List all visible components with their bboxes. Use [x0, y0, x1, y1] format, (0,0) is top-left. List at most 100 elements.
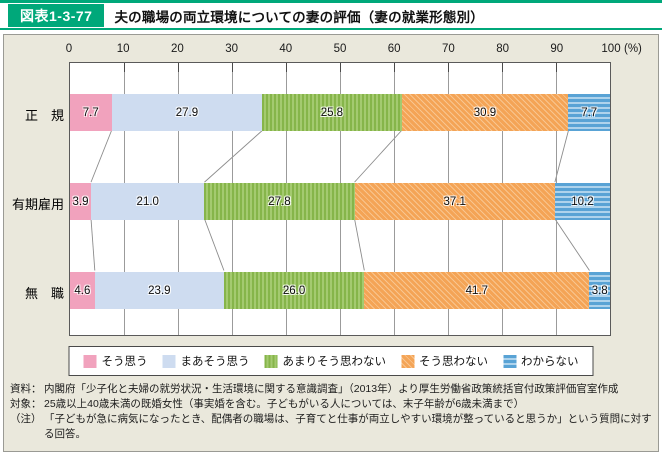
legend-marker: [264, 354, 278, 368]
axis-tick-label: 50: [333, 43, 347, 55]
legend-marker: [503, 354, 516, 368]
bar-segment: 7.7: [568, 94, 610, 131]
note-remark-label: （注）: [10, 413, 42, 425]
bar-value-label: 37.1: [443, 195, 466, 208]
plot-area: 7.7 27.9 25.8 30.9 7.7 3.9 21.0 27.8 37.1 10.2 4.6…: [69, 62, 611, 336]
connector-line: [90, 218, 96, 271]
note-source-text: 内閣府「少子化と夫婦の就労状況・生活環境に関する意識調査」（2013年）より厚生…: [44, 383, 619, 395]
figure-title: 夫の職場の両立環境についての妻の評価（妻の就業形態別）: [114, 9, 484, 25]
axis-tick-label: 40: [279, 43, 293, 55]
axis-tick: [556, 63, 557, 72]
note-source-label: 資料：: [10, 383, 42, 395]
bar-segment: 10.2: [554, 183, 610, 220]
legend: そう思う まあそう思う あまりそう思わない そう思わない わからない: [68, 346, 594, 376]
connector-line: [554, 130, 569, 183]
axis-tick-label: 70: [441, 43, 455, 55]
legend-label: そう思う: [101, 356, 148, 368]
segment-connector-lines: [90, 130, 590, 271]
connector-line: [204, 218, 225, 271]
bar-segment: 3.8: [589, 272, 610, 309]
legend-marker: [162, 354, 176, 368]
axis-tick: [448, 63, 449, 72]
legend-marker: [401, 354, 414, 368]
category-label: 有期雇用: [11, 196, 64, 212]
note-target-text: 25歳以上40歳未満の既婚女性（事実婚を含む。子どもがいる人については、末子年齢…: [44, 398, 525, 410]
note-remark: （注） 「子どもが急に病気になったとき、配偶者の職場は、子育てと仕事が両立しやす…: [10, 412, 656, 442]
bar-value-label: 26.0: [282, 284, 306, 297]
bar-value-label: 3.9: [72, 195, 89, 208]
axis-tick-label: 90: [550, 43, 564, 55]
axis-tick: [232, 63, 233, 72]
legend-label: そう思わない: [419, 356, 488, 368]
figure-header: 図表1-3-77 夫の職場の両立環境についての妻の評価（妻の就業形態別）: [0, 3, 662, 28]
bar-segment: 26.0: [223, 272, 365, 309]
bar-row: 4.6 23.9 26.0 41.7 3.8: [70, 272, 610, 309]
axis-tick-label: 80: [496, 43, 509, 55]
bar-value-label: 3.8: [591, 284, 608, 297]
header-accent-rule: [0, 28, 662, 30]
axis-tick: [394, 63, 395, 72]
bar-value-label: 10.2: [571, 195, 594, 208]
bar-segment: 41.7: [364, 272, 590, 309]
axis-unit-label: (%): [624, 43, 642, 55]
axis-tick: [178, 63, 179, 72]
bar-segment: 7.7: [70, 94, 112, 131]
bar-segment: 30.9: [401, 94, 569, 131]
bar-segment: 27.9: [111, 94, 263, 131]
bar-segment: 4.6: [70, 272, 95, 309]
bar-value-label: 7.7: [82, 106, 99, 119]
bar-value-label: 30.9: [473, 106, 497, 119]
bar-segment: 23.9: [94, 272, 224, 309]
bar-segment: 21.0: [91, 183, 205, 220]
legend-item: そう思う: [83, 353, 148, 369]
bar-row: 3.9 21.0 27.8 37.1 10.2: [70, 183, 610, 220]
x-axis: 0 10 20 30 40 50 60 70 80 90 100 (%): [65, 43, 642, 57]
connector-line: [204, 130, 263, 183]
bar-segment: 37.1: [354, 183, 555, 220]
bar-row: 7.7 27.9 25.8 30.9 7.7: [70, 94, 610, 131]
bar-segment: 3.9: [70, 183, 92, 220]
connector-line: [354, 218, 365, 271]
bar-value-label: 27.9: [175, 106, 199, 119]
top-accent-rule: [0, 0, 662, 3]
connector-line: [90, 130, 112, 183]
legend-item: わからない: [503, 353, 579, 369]
legend-label: わからない: [521, 356, 579, 368]
bar-value-label: 27.8: [268, 195, 291, 208]
axis-tick: [340, 63, 341, 72]
bar-value-label: 41.7: [465, 284, 489, 297]
axis-tick-label: 100: [601, 43, 621, 55]
legend-marker: [83, 354, 97, 368]
figure-number-badge: 図表1-3-77: [8, 4, 105, 27]
legend-label: まあそう思う: [180, 356, 250, 368]
bar-value-label: 21.0: [136, 195, 159, 208]
connector-line: [354, 130, 402, 183]
category-label: 正 規: [24, 107, 64, 123]
chart-panel: 0 10 20 30 40 50 60 70 80 90 100 (%) 7.7 27.9 25.8 30.…: [3, 34, 659, 452]
bar-value-label: 23.9: [148, 284, 171, 297]
axis-tick: [124, 63, 125, 72]
axis-tick-label: 0: [65, 43, 73, 55]
source-notes: 資料： 内閣府「少子化と夫婦の就労状況・生活環境に関する意識調査」（2013年）…: [10, 382, 656, 442]
connector-line: [554, 218, 590, 271]
axis-tick-label: 20: [170, 43, 184, 55]
category-label: 無 職: [24, 285, 64, 301]
legend-item: そう思わない: [401, 353, 488, 369]
bar-segment: 25.8: [262, 94, 402, 131]
note-target-label: 対象：: [10, 398, 42, 410]
axis-tick-label: 30: [225, 43, 238, 55]
axis-tick-label: 10: [116, 43, 130, 55]
note-remark-text: 「子どもが急に病気になったとき、配偶者の職場は、子育てと仕事が両立しやすい環境が…: [44, 413, 652, 440]
legend-label: あまりそう思わない: [282, 356, 387, 368]
bar-value-label: 4.6: [74, 284, 91, 297]
bar-value-label: 25.8: [320, 106, 344, 119]
axis-tick: [286, 63, 287, 72]
legend-item: あまりそう思わない: [264, 353, 387, 369]
note-source: 資料： 内閣府「少子化と夫婦の就労状況・生活環境に関する意識調査」（2013年）…: [10, 382, 656, 397]
bar-value-label: 7.7: [581, 106, 598, 119]
axis-tick-label: 60: [387, 43, 401, 55]
legend-item: まあそう思う: [162, 353, 250, 369]
bar-segment: 27.8: [204, 183, 355, 220]
note-target: 対象： 25歳以上40歳未満の既婚女性（事実婚を含む。子どもがいる人については、…: [10, 397, 656, 412]
